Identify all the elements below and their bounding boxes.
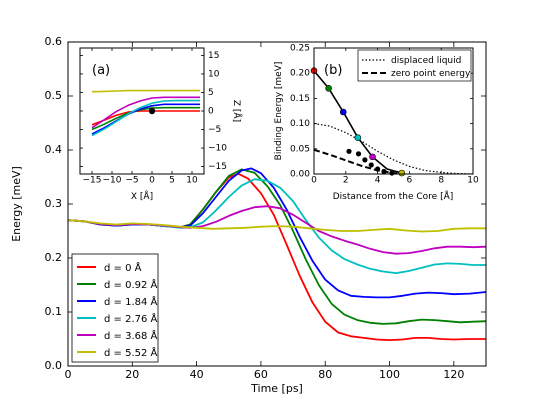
inset-b-x-tick-label: 2 [343, 176, 349, 186]
inset-a-series-line-1 [91, 106, 200, 131]
inset-b-colored-point-5 [398, 169, 406, 177]
inset-a-x-tick-label: −5 [125, 176, 138, 186]
inset-a-y-axis-label: Z [Å] [231, 100, 243, 122]
inset-a-x-tick-label: 10 [186, 176, 198, 186]
inset-b-black-point-2 [362, 157, 368, 163]
inset-b-x-tick-label: 6 [407, 176, 413, 186]
inset-b-black-point-4 [375, 166, 381, 172]
inset-a-series-lines [91, 89, 200, 137]
inset-b-colored-point-3 [354, 134, 362, 142]
main-y-tick-label: 0.5 [45, 89, 63, 102]
main-legend-label-5: d = 5.52 Å [104, 346, 158, 359]
main-legend-label-2: d = 1.84 Å [104, 295, 158, 308]
inset-a-series-line-5 [91, 89, 200, 93]
main-x-tick-label: 80 [318, 368, 332, 381]
inset-b-series-lines [310, 67, 474, 177]
inset-b-y-tick-label: 0.00 [290, 170, 310, 180]
main-y-axis-label: Energy [meV] [10, 166, 23, 242]
main-legend: d = 0 Å d = 0.92 Å d = 1.84 Å d = 2.76 Å d =… [71, 253, 159, 363]
main-y-tick-label: 0.4 [45, 143, 63, 156]
main-legend-label-0: d = 0 Å [104, 261, 142, 274]
inset-b-legend-label-dotted: displaced liquid [391, 56, 461, 66]
main-x-axis-label: Time [ps] [250, 382, 303, 395]
inset-b-black-point-1 [355, 151, 362, 157]
main-x-tick-label: 40 [190, 368, 204, 381]
inset-b-dotted-line [313, 123, 474, 175]
inset-a-x-tick-label: 0 [149, 176, 155, 186]
inset-b-legend: displaced liquid zero point energy [357, 49, 472, 82]
inset-a-y-tick-label: −15 [208, 162, 227, 172]
inset-b-legend-box [357, 49, 472, 82]
inset-b-black-point-0 [346, 148, 352, 154]
inset-a-y-tick-label: −5 [208, 125, 221, 135]
main-y-tick-label: 0.2 [45, 251, 63, 264]
inset-b-black-point-6 [389, 170, 395, 176]
inset-a-core-point [148, 107, 156, 115]
main-x-tick-label: 0 [65, 368, 72, 381]
main-y-tick-label: 0.0 [45, 359, 63, 372]
inset-a-y-tick-label: −10 [208, 144, 227, 154]
main-legend-label-1: d = 0.92 Å [104, 278, 158, 291]
inset-a-series-line-0 [91, 110, 200, 126]
main-x-tick-label: 60 [254, 368, 268, 381]
main-y-tick-label: 0.6 [45, 35, 63, 48]
inset-b-x-tick-label: 0 [311, 176, 317, 186]
inset-b-y-tick-label: 0.15 [290, 94, 310, 104]
inset-b-legend-label-dashed: zero point energy [391, 69, 471, 79]
inset-b-panel-label: (b) [324, 63, 342, 78]
inset-b-frame [313, 47, 474, 175]
inset-b-y-tick-label: 0.05 [290, 144, 310, 154]
inset-b-colored-point-1 [325, 85, 332, 92]
inset-b-x-tick-label: 8 [438, 176, 444, 186]
inset-a-x-tick-label: 5 [169, 176, 175, 186]
main-legend-box [71, 253, 159, 363]
inset-b-chart: 0 2 4 6 8 10 0.00 0.05 0.10 0.15 0.20 0.25 (b) Dist… [274, 44, 479, 203]
inset-b-colored-point-4 [369, 153, 376, 161]
inset-b-y-tick-label: 0.20 [290, 69, 310, 79]
main-legend-label-3: d = 2.76 Å [104, 312, 158, 325]
inset-a-x-tick-label: −15 [83, 176, 102, 186]
inset-a-y-tick-label: 5 [208, 88, 214, 98]
main-series-lines [67, 167, 487, 342]
main-x-tick-label: 100 [379, 368, 400, 381]
inset-a-y-tick-label: 0 [208, 107, 214, 117]
inset-a-panel-label: (a) [92, 63, 110, 78]
main-legend-label-4: d = 3.68 Å [104, 329, 158, 342]
inset-b-x-axis-label: Distance from the Core [Å] [333, 190, 454, 202]
inset-a-series-line-4 [91, 96, 200, 129]
inset-a-x-tick-label: −10 [103, 176, 122, 186]
main-legend-items: d = 0 Å d = 0.92 Å d = 1.84 Å d = 2.76 Å d =… [77, 261, 158, 359]
inset-b-y-tick-label: 0.10 [290, 119, 310, 129]
inset-b-colored-point-2 [339, 108, 347, 116]
inset-a-y-tick-label: 10 [208, 69, 220, 79]
main-series-line-5 [67, 219, 486, 233]
inset-b-black-point-5 [381, 168, 387, 175]
main-x-tick-label: 120 [443, 368, 464, 381]
inset-b-y-tick-label: 0.25 [290, 44, 310, 54]
inset-a-series-line-3 [91, 99, 200, 137]
inset-a-y-tick-label: 15 [208, 51, 219, 61]
main-x-tick-label: 20 [125, 368, 139, 381]
inset-b-x-tick-label: 10 [467, 176, 479, 186]
inset-b-black-point-3 [368, 162, 374, 168]
inset-b-y-axis-label: Binding Energy [meV] [274, 62, 284, 161]
main-y-tick-label: 0.1 [45, 305, 63, 318]
inset-a-series-line-2 [91, 103, 200, 135]
inset-b-axis-ticks: 0 2 4 6 8 10 0.00 0.05 0.10 0.15 0.20 0.25 [290, 44, 479, 186]
inset-a-x-axis-label: X [Å] [131, 190, 153, 202]
main-y-tick-label: 0.3 [45, 197, 63, 210]
inset-b-x-tick-label: 4 [375, 176, 381, 186]
